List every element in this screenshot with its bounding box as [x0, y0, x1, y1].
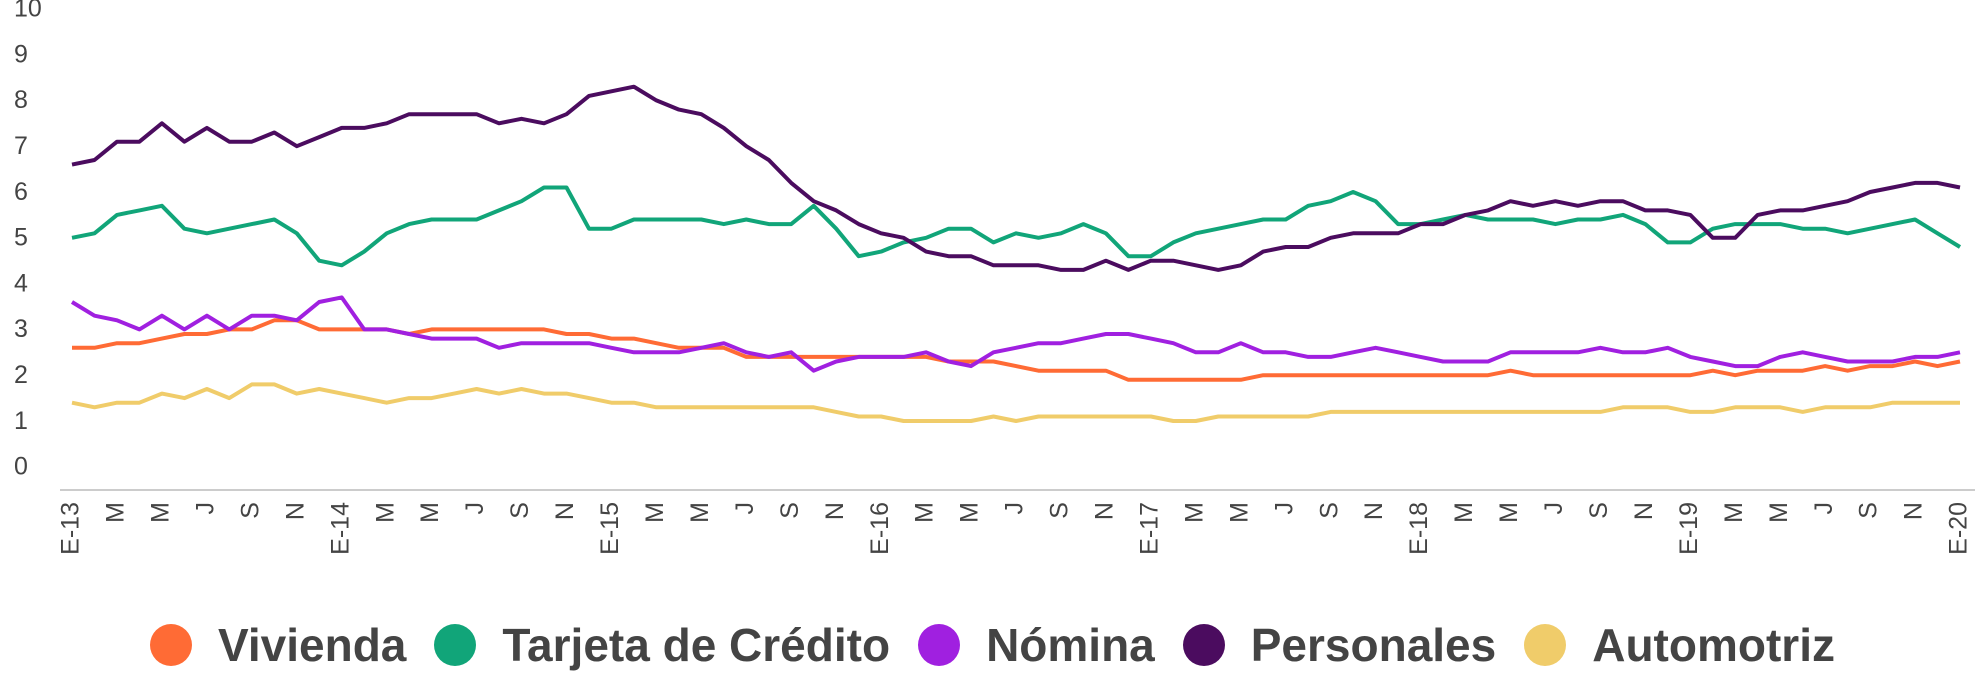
x-tick-label: M: [1765, 502, 1793, 523]
x-tick-label: M: [102, 502, 130, 523]
x-tick-label: M: [371, 502, 399, 523]
x-tick-label: S: [1855, 502, 1883, 519]
x-tick-label: S: [776, 502, 804, 519]
y-tick-label: 5: [14, 224, 28, 252]
x-tick-label: S: [1315, 502, 1343, 519]
x-tick-label: N: [1900, 502, 1928, 520]
x-tick-label: S: [1585, 502, 1613, 519]
series-line: [71, 382, 1960, 423]
x-tick-label: M: [416, 502, 444, 523]
y-tick-label: 4: [14, 269, 28, 297]
legend-label: Tarjeta de Crédito: [502, 619, 891, 671]
legend-swatch: [1182, 624, 1225, 666]
y-tick-label: 1: [14, 407, 28, 435]
x-tick-label: J: [1540, 502, 1568, 515]
x-tick-label: E-17: [1135, 502, 1163, 555]
y-tick-label: 3: [14, 315, 28, 343]
x-tick-label: M: [1450, 502, 1478, 523]
series-line: [70, 295, 1961, 373]
legend-swatch: [1524, 624, 1567, 666]
x-tick-label: J: [1270, 502, 1298, 515]
y-tick-label: 8: [14, 86, 28, 114]
legend-swatch: [918, 624, 961, 666]
y-tick-label: 2: [14, 361, 28, 389]
x-tick-label: J: [191, 502, 219, 515]
x-tick-label: J: [731, 502, 759, 515]
x-tick-label: N: [1360, 502, 1388, 520]
x-tick-label: M: [956, 502, 984, 523]
x-tick-label: N: [821, 502, 849, 520]
x-tick-label: E-16: [866, 502, 894, 555]
legend-label: Vivienda: [218, 619, 407, 671]
x-tick-label: M: [1225, 502, 1253, 523]
series-line: [71, 185, 1962, 268]
x-tick-label: E-20: [1945, 502, 1973, 555]
y-tick-label: 10: [14, 0, 42, 23]
x-tick-label: M: [1180, 502, 1208, 523]
x-tick-label: S: [506, 502, 534, 519]
x-tick-label: M: [686, 502, 714, 523]
y-tick-label: 6: [14, 178, 28, 206]
series-line: [71, 84, 1961, 272]
x-tick-label: M: [911, 502, 939, 523]
legend-label: Personales: [1250, 619, 1497, 671]
x-tick-label: J: [1810, 502, 1838, 515]
x-tick-label: E-13: [57, 502, 85, 555]
x-tick-label: E-19: [1675, 502, 1703, 555]
x-tick-label: N: [1630, 502, 1658, 520]
y-tick-label: 9: [14, 40, 28, 68]
x-tick-label: M: [1495, 502, 1523, 523]
x-tick-label: N: [1091, 502, 1119, 520]
x-tick-label: N: [281, 502, 309, 520]
legend-item: Nómina: [918, 618, 1155, 672]
legend: Vivienda Tarjeta de Crédito Nómina Personal…: [0, 618, 1985, 672]
x-tick-label: S: [1046, 502, 1074, 519]
x-tick-label: N: [551, 502, 579, 520]
legend-label: Nómina: [986, 619, 1155, 671]
x-tick-label: E-18: [1405, 502, 1433, 555]
legend-label: Automotriz: [1592, 619, 1835, 671]
legend-swatch: [150, 624, 193, 666]
x-tick-label: J: [1001, 502, 1029, 515]
y-tick-label: 0: [14, 453, 28, 481]
x-tick-label: M: [641, 502, 669, 523]
x-tick-label: M: [147, 502, 175, 523]
x-tick-label: E-14: [326, 502, 354, 555]
x-tick-label: E-15: [596, 502, 624, 555]
legend-item: Personales: [1182, 618, 1497, 672]
legend-item: Vivienda: [150, 618, 406, 672]
x-tick-label: M: [1720, 502, 1748, 523]
x-tick-label: S: [236, 502, 264, 519]
legend-item: Automotriz: [1524, 618, 1835, 672]
legend-swatch: [434, 624, 477, 666]
legend-item: Tarjeta de Crédito: [434, 618, 890, 672]
y-tick-label: 7: [14, 132, 28, 160]
x-tick-label: J: [461, 502, 489, 515]
